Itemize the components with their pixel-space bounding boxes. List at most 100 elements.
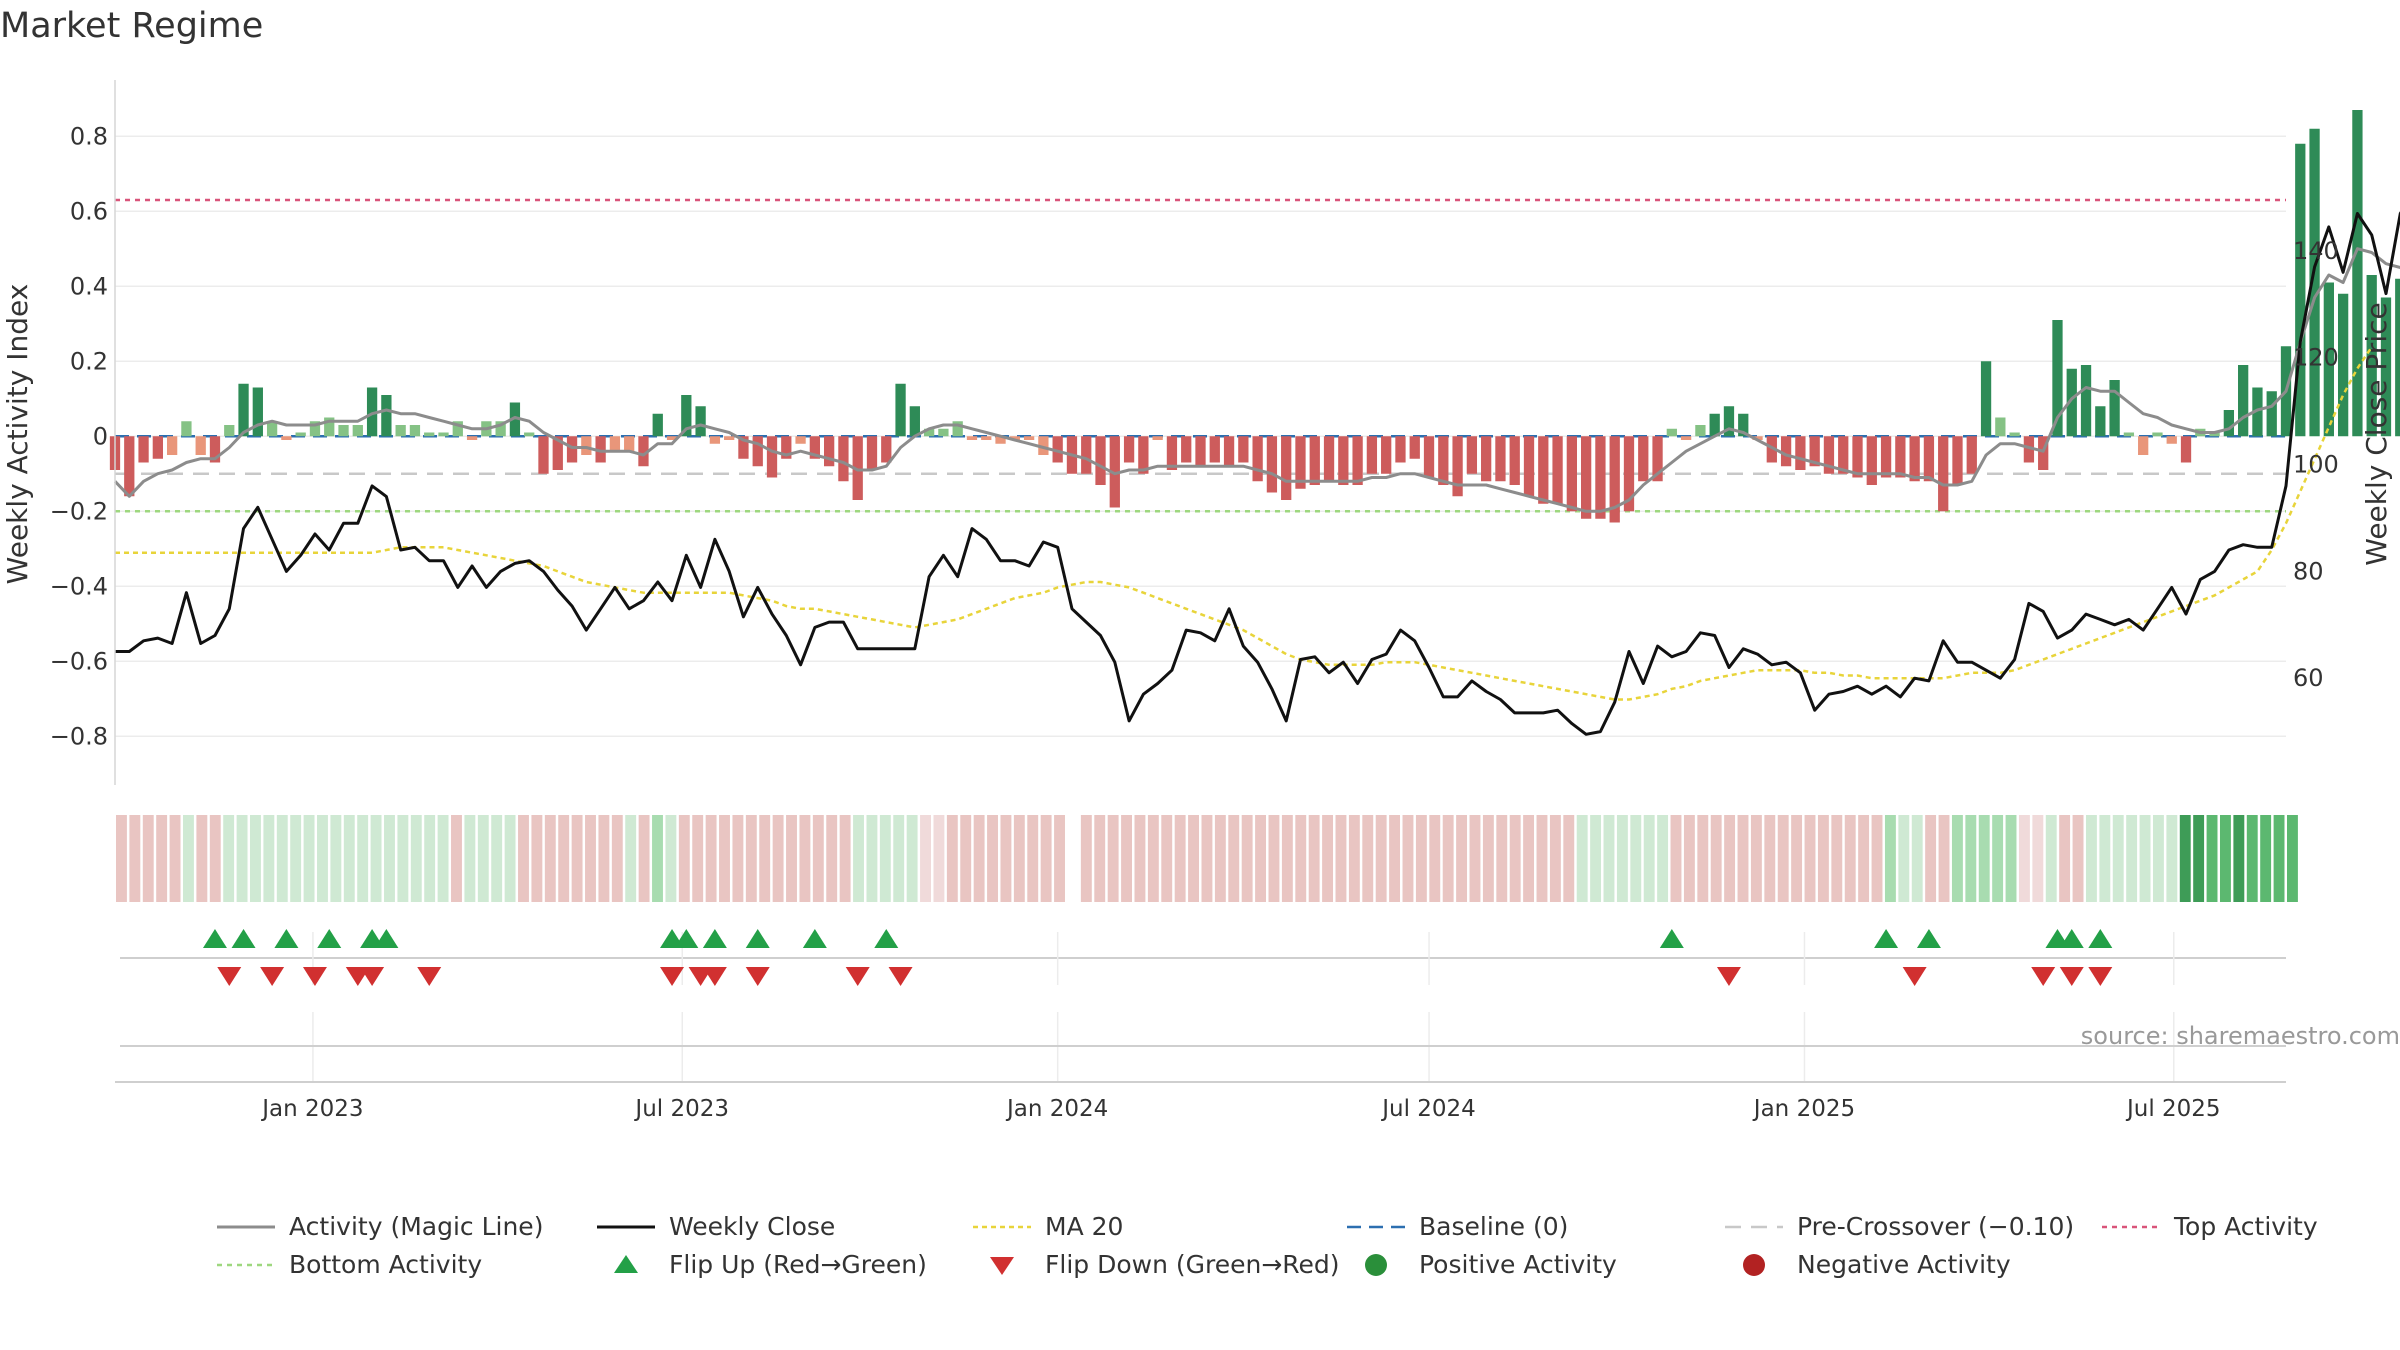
activity-bar xyxy=(409,425,421,437)
activity-bar xyxy=(1009,436,1020,440)
flip-up-marker xyxy=(317,929,342,948)
flip-up-marker xyxy=(1659,929,1684,948)
regime-cell xyxy=(2219,815,2231,902)
activity-bar xyxy=(1852,436,1863,478)
legend-key-line-bottom xyxy=(215,1252,277,1278)
activity-bar xyxy=(638,436,649,467)
flip-down-marker xyxy=(660,967,685,986)
flip-up-marker xyxy=(745,929,770,948)
regime-cell xyxy=(1228,815,1240,902)
regime-cell xyxy=(1147,815,1159,902)
x-tick-label: Jul 2025 xyxy=(2125,1096,2221,1122)
regime-cell xyxy=(2005,815,2017,902)
regime-cell xyxy=(1295,815,1307,902)
regime-cell xyxy=(906,815,918,902)
activity-bar xyxy=(909,406,920,437)
activity-bar xyxy=(581,436,592,455)
regime-cell xyxy=(987,815,998,902)
regime-cell xyxy=(1576,815,1588,902)
regime-cell xyxy=(1764,815,1776,902)
activity-bar xyxy=(1995,417,2006,437)
legend-item: Positive Activity xyxy=(1345,1250,1617,1279)
regime-cell xyxy=(1456,815,1468,902)
regime-cell xyxy=(1831,815,1843,902)
activity-bar xyxy=(566,436,578,463)
regime-cell xyxy=(1161,815,1173,902)
y-right-tick-label: 80 xyxy=(2293,557,2324,585)
legend-key-tri-down xyxy=(971,1252,1033,1278)
activity-bar xyxy=(1680,436,1692,440)
regime-cell xyxy=(1027,815,1039,902)
flip-down-marker xyxy=(702,967,727,986)
regime-cell xyxy=(1389,815,1401,902)
regime-cell xyxy=(732,815,744,902)
activity-bar xyxy=(2152,432,2163,437)
regime-cell xyxy=(2032,815,2044,902)
activity-bar xyxy=(766,436,778,478)
regime-cell xyxy=(2139,815,2151,902)
activity-bar xyxy=(1395,436,1406,463)
regime-cell xyxy=(169,815,181,902)
activity-bar xyxy=(1880,436,1892,478)
activity-bar xyxy=(1938,436,1949,512)
activity-bar xyxy=(1138,436,1149,474)
regime-cell xyxy=(1737,815,1749,902)
source-note: source: sharemaestro.com xyxy=(2080,1022,2400,1050)
regime-cell xyxy=(1000,815,1012,902)
regime-cell xyxy=(2206,815,2218,902)
activity-bar xyxy=(181,421,192,437)
regime-cell xyxy=(1496,815,1508,902)
activity-bar xyxy=(1366,436,1378,474)
activity-bar xyxy=(1123,436,1135,463)
activity-bar xyxy=(1252,436,1263,482)
activity-bar xyxy=(1923,436,1935,482)
activity-bar xyxy=(952,421,963,437)
regime-cell xyxy=(585,815,596,902)
regime-cell xyxy=(571,815,583,902)
activity-bar xyxy=(1038,436,1049,455)
regime-cell xyxy=(1951,815,1963,902)
activity-bar xyxy=(452,421,463,437)
activity-bar xyxy=(1695,425,1706,437)
x-tick-label: Jan 2025 xyxy=(1752,1096,1855,1122)
regime-cell xyxy=(1616,815,1628,902)
regime-cell xyxy=(1134,815,1146,902)
regime-cell xyxy=(2018,815,2030,902)
flip-down-marker xyxy=(302,967,327,986)
activity-bar xyxy=(2052,320,2063,437)
flip-down-marker xyxy=(1902,967,1927,986)
activity-bar xyxy=(238,383,249,437)
regime-cell xyxy=(598,815,610,902)
regime-cell xyxy=(437,815,449,902)
regime-cell xyxy=(410,815,422,902)
activity-bar xyxy=(2323,282,2334,437)
regime-cell xyxy=(1322,815,1334,902)
activity-bar xyxy=(681,395,692,437)
activity-bar xyxy=(2223,410,2235,437)
legend-item: Flip Down (Green→Red) xyxy=(971,1250,1340,1279)
regime-cell xyxy=(1255,815,1267,902)
flip-down-marker xyxy=(417,967,442,986)
activity-bar xyxy=(809,436,821,459)
regime-cell xyxy=(1898,815,1910,902)
activity-bars xyxy=(109,110,2400,523)
weekly-close-series xyxy=(115,211,2400,736)
activity-bar xyxy=(1238,436,1249,463)
activity-bar xyxy=(2180,436,2192,463)
activity-bar xyxy=(1652,436,1663,482)
y-right-axis-label: Weekly Close Price xyxy=(2360,302,2393,565)
regime-cell xyxy=(2193,815,2205,902)
legend-key-dot-neg xyxy=(1723,1252,1785,1278)
activity-bar xyxy=(324,417,335,437)
activity-bar xyxy=(781,436,792,459)
regime-cell xyxy=(2179,815,2191,902)
y-left-axis-label: Weekly Activity Index xyxy=(1,284,34,585)
activity-bar xyxy=(752,436,763,467)
activity-bar xyxy=(1838,436,1849,474)
activity-bar xyxy=(209,436,221,463)
y-left-tick-label: 0 xyxy=(93,422,108,450)
flip-up-marker xyxy=(374,929,399,948)
activity-bar xyxy=(2309,128,2320,437)
activity-bar xyxy=(395,425,406,437)
regime-cell xyxy=(116,815,127,902)
